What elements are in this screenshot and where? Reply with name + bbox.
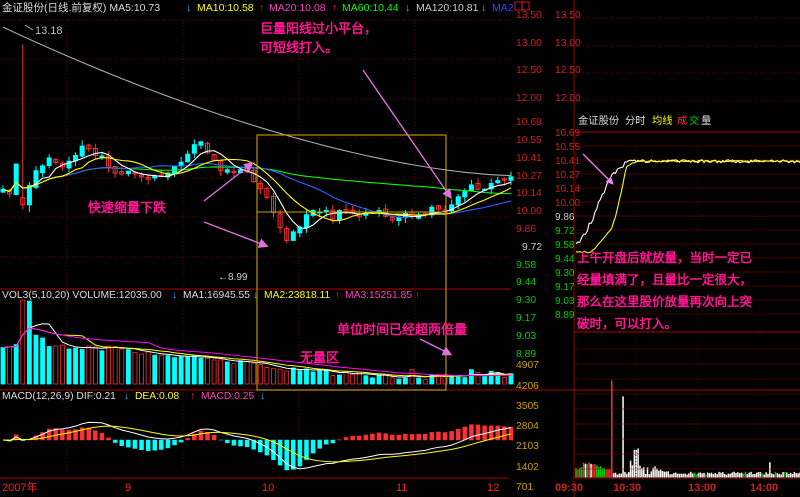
svg-text:13.00: 13.00 (555, 38, 581, 49)
svg-text:MA120:10.81: MA120:10.81 (416, 2, 479, 14)
svg-text:9.03: 9.03 (516, 331, 536, 342)
svg-text:↓: ↓ (172, 290, 177, 301)
svg-text:↓: ↓ (481, 2, 486, 14)
svg-text:10.00: 10.00 (516, 206, 542, 217)
svg-text:巨量阳线过小平台，: 巨量阳线过小平台， (260, 21, 377, 36)
svg-text:MA10:10.58: MA10:10.58 (197, 2, 254, 14)
svg-text:3505: 3505 (516, 401, 539, 412)
svg-text:分时: 分时 (625, 115, 646, 127)
svg-text:DEA:0.08: DEA:0.08 (135, 391, 179, 402)
svg-text:1402: 1402 (516, 462, 539, 473)
svg-text:↑: ↑ (415, 290, 420, 301)
svg-text:VOL3(5,10,20) VOLUME:12035.00: VOL3(5,10,20) VOLUME:12035.00 (2, 290, 162, 301)
svg-text:金证股份(日线.前复权) MA5:10.73: 金证股份(日线.前复权) MA5:10.73 (2, 1, 160, 14)
svg-text:MA1:16945.55: MA1:16945.55 (183, 290, 250, 301)
svg-text:9.86: 9.86 (555, 212, 575, 223)
svg-text:4907: 4907 (516, 360, 539, 371)
svg-text:MA3:15251.85: MA3:15251.85 (345, 290, 412, 301)
svg-text:12: 12 (487, 482, 499, 494)
svg-text:MA60:10.44: MA60:10.44 (342, 2, 399, 14)
svg-text:9.58: 9.58 (555, 240, 575, 251)
svg-text:701: 701 (516, 482, 533, 493)
svg-text:2103: 2103 (516, 441, 539, 452)
svg-text:9.86: 9.86 (516, 224, 536, 235)
svg-text:13:00: 13:00 (688, 482, 716, 494)
svg-text:那么在这里股价放量再次向上突: 那么在这里股价放量再次向上突 (577, 294, 753, 309)
svg-text:9: 9 (125, 482, 131, 494)
svg-text:9.44: 9.44 (516, 277, 536, 288)
svg-text:2804: 2804 (516, 421, 539, 432)
svg-text:MA2:23818.11: MA2:23818.11 (264, 290, 330, 301)
svg-text:14:00: 14:00 (750, 482, 778, 494)
svg-text:经量填满了，且量比一定很大，: 经量填满了，且量比一定很大， (577, 272, 752, 287)
svg-text:破时，可以打入。: 破时，可以打入。 (577, 316, 677, 331)
svg-text:9.72: 9.72 (522, 242, 542, 253)
svg-text:9.44: 9.44 (555, 254, 575, 265)
svg-text:12.00: 12.00 (555, 93, 581, 104)
svg-text:金证股份: 金证股份 (578, 114, 619, 127)
svg-text:09:30: 09:30 (555, 482, 583, 494)
svg-text:↓: ↓ (186, 2, 191, 14)
svg-text:↑: ↑ (190, 391, 195, 402)
svg-text:12.50: 12.50 (555, 65, 581, 76)
svg-text:8.89: 8.89 (516, 349, 536, 360)
svg-text:单位时间已经超两倍量: 单位时间已经超两倍量 (337, 322, 467, 337)
svg-text:无量区: 无量区 (299, 350, 339, 365)
svg-text:9.17: 9.17 (516, 313, 536, 324)
svg-text:9.72: 9.72 (555, 226, 575, 237)
svg-text:9.30: 9.30 (555, 268, 575, 279)
svg-text:↓: ↓ (405, 2, 410, 14)
svg-text:可短线打入。: 可短线打入。 (260, 40, 338, 55)
svg-text:12.00: 12.00 (516, 93, 542, 104)
svg-text:9.17: 9.17 (555, 282, 575, 293)
svg-text:10.41: 10.41 (555, 156, 580, 167)
svg-text:10.14: 10.14 (516, 188, 542, 199)
svg-text:↑: ↑ (335, 290, 340, 301)
svg-text:13.50: 13.50 (516, 10, 542, 21)
svg-text:11: 11 (396, 482, 407, 494)
svg-text:成: 成 (677, 115, 687, 127)
svg-text:MACD:0.25: MACD:0.25 (201, 391, 254, 402)
svg-text:10: 10 (262, 482, 274, 494)
svg-text:10.00: 10.00 (555, 198, 580, 209)
svg-text:10.27: 10.27 (555, 170, 580, 181)
svg-text:↑: ↑ (259, 2, 264, 14)
svg-text:2007年: 2007年 (2, 480, 37, 494)
svg-text:13.00: 13.00 (516, 38, 542, 49)
svg-text:9.30: 9.30 (516, 295, 536, 306)
svg-text:量: 量 (701, 115, 711, 127)
svg-text:MA2: MA2 (492, 2, 514, 14)
svg-text:↓: ↓ (124, 391, 129, 402)
svg-text:13.50: 13.50 (555, 10, 581, 21)
svg-text:MACD(12,26,9) DIF:0.21: MACD(12,26,9) DIF:0.21 (2, 391, 116, 402)
svg-text:10.14: 10.14 (555, 184, 580, 195)
svg-text:MA20:10.08: MA20:10.08 (269, 2, 326, 14)
svg-text:4206: 4206 (516, 381, 539, 392)
svg-text:10:30: 10:30 (613, 482, 641, 494)
svg-text:10.27: 10.27 (516, 171, 542, 182)
svg-text:均线: 均线 (652, 114, 673, 127)
svg-text:10.69: 10.69 (516, 117, 542, 128)
svg-text:9.58: 9.58 (516, 260, 536, 271)
svg-text:10.41: 10.41 (516, 153, 542, 164)
svg-text:快速缩量下跌: 快速缩量下跌 (88, 200, 167, 215)
svg-text:8.89: 8.89 (555, 310, 575, 321)
svg-text:10.69: 10.69 (555, 128, 580, 139)
svg-text:9.03: 9.03 (555, 296, 575, 307)
svg-text:↓: ↓ (260, 391, 265, 402)
svg-text:↑: ↑ (332, 2, 337, 14)
svg-text:13.18: 13.18 (35, 25, 63, 37)
svg-text:12.50: 12.50 (516, 65, 542, 76)
svg-text:10.55: 10.55 (555, 142, 580, 153)
svg-text:10.55: 10.55 (516, 135, 542, 146)
svg-text:上午开盘后就放量，当时一定已: 上午开盘后就放量，当时一定已 (577, 250, 753, 265)
svg-text:←8.99: ←8.99 (218, 272, 248, 283)
svg-text:交: 交 (689, 114, 699, 127)
